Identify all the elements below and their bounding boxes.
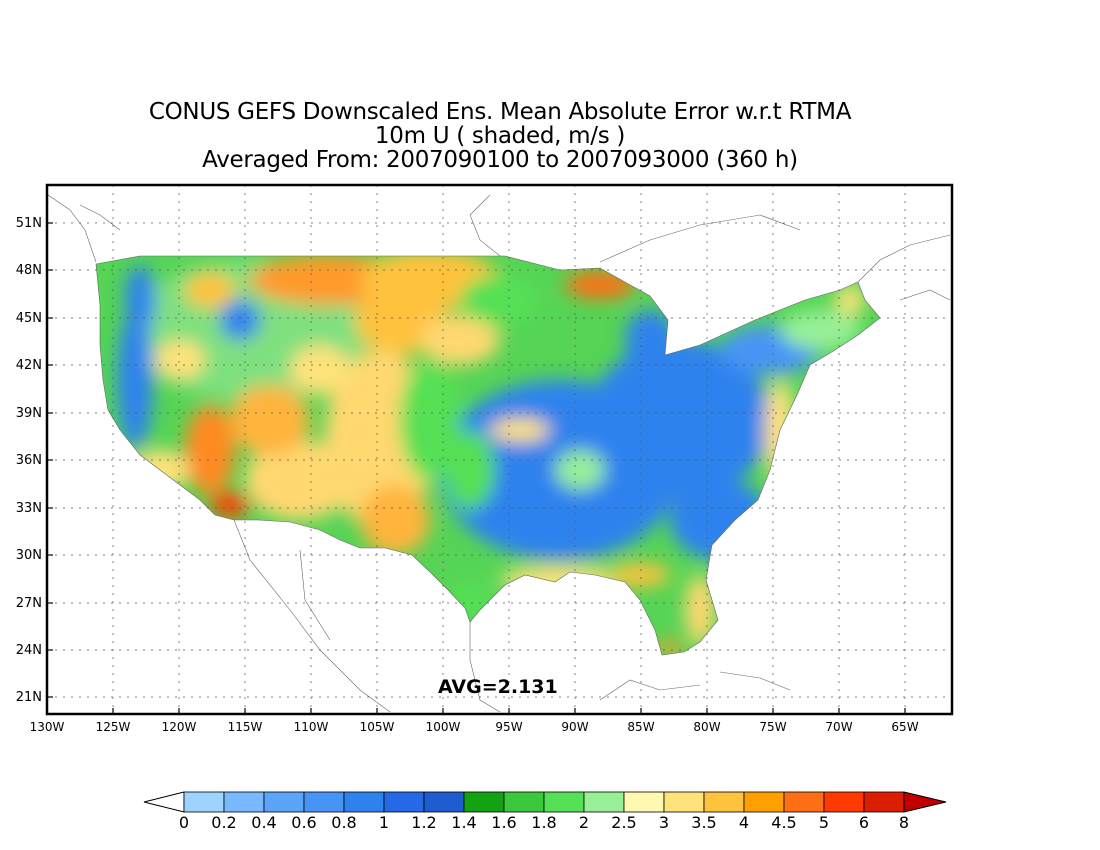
lat-label: 48N — [15, 263, 42, 278]
lon-label: 130W — [29, 720, 65, 734]
colorbar-swatch — [823, 791, 865, 813]
lon-label: 90W — [561, 720, 589, 734]
colorbar-swatch — [503, 791, 545, 813]
lat-label: 39N — [15, 406, 42, 421]
average-value-label: AVG=2.131 — [438, 676, 558, 698]
colorbar — [143, 791, 947, 813]
colorbar-swatch — [303, 791, 345, 813]
gridlines — [47, 185, 952, 714]
colorbar-tick-label: 8 — [898, 813, 910, 832]
lon-label: 65W — [891, 720, 919, 734]
lon-label: 70W — [825, 720, 853, 734]
title-line-2: 10m U ( shaded, m/s ) — [374, 123, 626, 149]
colorbar-swatch — [423, 791, 465, 813]
colorbar-tick-label: 1.8 — [531, 813, 557, 832]
lon-label: 95W — [495, 720, 523, 734]
title-line-1: CONUS GEFS Downscaled Ens. Mean Absolute… — [148, 99, 852, 125]
colorbar-tick-label: 4.5 — [771, 813, 797, 832]
lat-label: 51N — [15, 216, 42, 231]
colorbar-swatch — [863, 791, 905, 813]
colorbar-tick-label: 1.2 — [411, 813, 437, 832]
colorbar-tick-label: 2 — [578, 813, 590, 832]
lat-label: 42N — [15, 358, 42, 373]
colorbar-swatch — [543, 791, 585, 813]
colorbar-over-triangle — [903, 791, 947, 813]
lon-label: 115W — [227, 720, 263, 734]
lat-label: 24N — [15, 643, 42, 658]
colorbar-tick-label: 3 — [658, 813, 670, 832]
colorbar-tick-label: 0 — [178, 813, 190, 832]
colorbar-swatch — [383, 791, 425, 813]
title-line-3: Averaged From: 2007090100 to 2007093000 … — [202, 147, 798, 173]
lon-label: 80W — [693, 720, 721, 734]
colorbar-swatch — [463, 791, 505, 813]
colorbar-swatch — [783, 791, 825, 813]
lon-label: 120W — [161, 720, 197, 734]
colorbar-swatch — [583, 791, 625, 813]
chart-title: CONUS GEFS Downscaled Ens. Mean Absolute… — [0, 100, 1000, 172]
colorbar-swatch — [663, 791, 705, 813]
lat-label: 27N — [15, 596, 42, 611]
lat-label: 36N — [15, 453, 42, 468]
colorbar-tick-label: 1.4 — [451, 813, 477, 832]
colorbar-tick-label: 2.5 — [611, 813, 637, 832]
colorbar-tick-label: 4 — [738, 813, 750, 832]
lat-label: 21N — [15, 690, 42, 705]
colorbar-tick-label: 5 — [818, 813, 830, 832]
colorbar-tick-label: 0.4 — [251, 813, 277, 832]
colorbar-tick-label: 1.6 — [491, 813, 517, 832]
colorbar-tick-label: 1 — [378, 813, 390, 832]
plot-frame — [45, 183, 954, 716]
lat-label: 30N — [15, 548, 42, 563]
lon-label: 125W — [95, 720, 131, 734]
colorbar-tick-label: 0.2 — [211, 813, 237, 832]
colorbar-swatch — [263, 791, 305, 813]
colorbar-swatch — [743, 791, 785, 813]
colorbar-under-triangle — [143, 791, 185, 813]
colorbar-tick-label: 6 — [858, 813, 870, 832]
lat-label: 33N — [15, 501, 42, 516]
colorbar-tick-label: 3.5 — [691, 813, 717, 832]
coastline-lines — [47, 194, 951, 713]
lon-label: 85W — [627, 720, 655, 734]
lon-label: 105W — [359, 720, 395, 734]
colorbar-tick-label: 0.6 — [291, 813, 317, 832]
colorbar-tick-label: 0.8 — [331, 813, 357, 832]
colorbar-swatch — [703, 791, 745, 813]
lat-label: 45N — [15, 311, 42, 326]
colorbar-swatch — [623, 791, 665, 813]
colorbar-swatch — [343, 791, 385, 813]
lon-label: 75W — [759, 720, 787, 734]
lon-label: 110W — [293, 720, 329, 734]
colorbar-swatch — [223, 791, 265, 813]
lon-label: 100W — [425, 720, 461, 734]
colorbar-swatch — [183, 791, 225, 813]
